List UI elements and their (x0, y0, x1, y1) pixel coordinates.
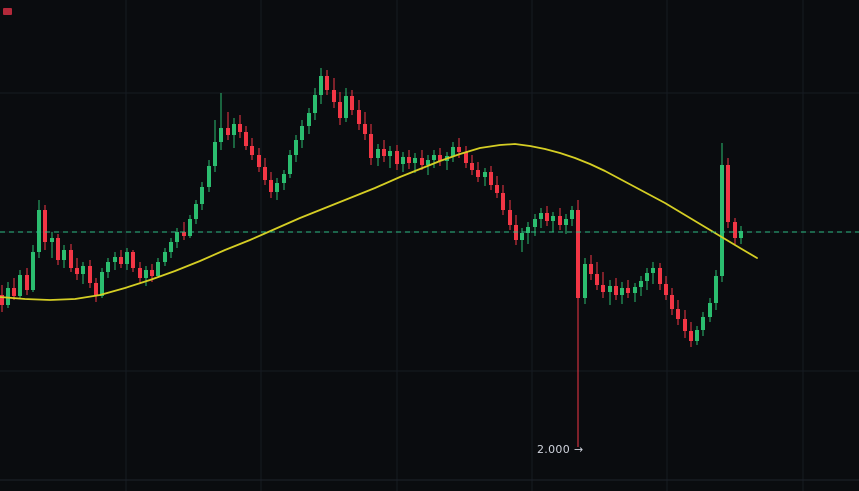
corner-marker (3, 8, 12, 15)
price-annotation: 2.000 → (537, 443, 584, 456)
right-arrow-icon: → (574, 443, 584, 456)
candles-layer (0, 68, 743, 447)
moving-average-line (0, 143, 758, 301)
price-annotation-value: 2.000 (537, 443, 570, 456)
